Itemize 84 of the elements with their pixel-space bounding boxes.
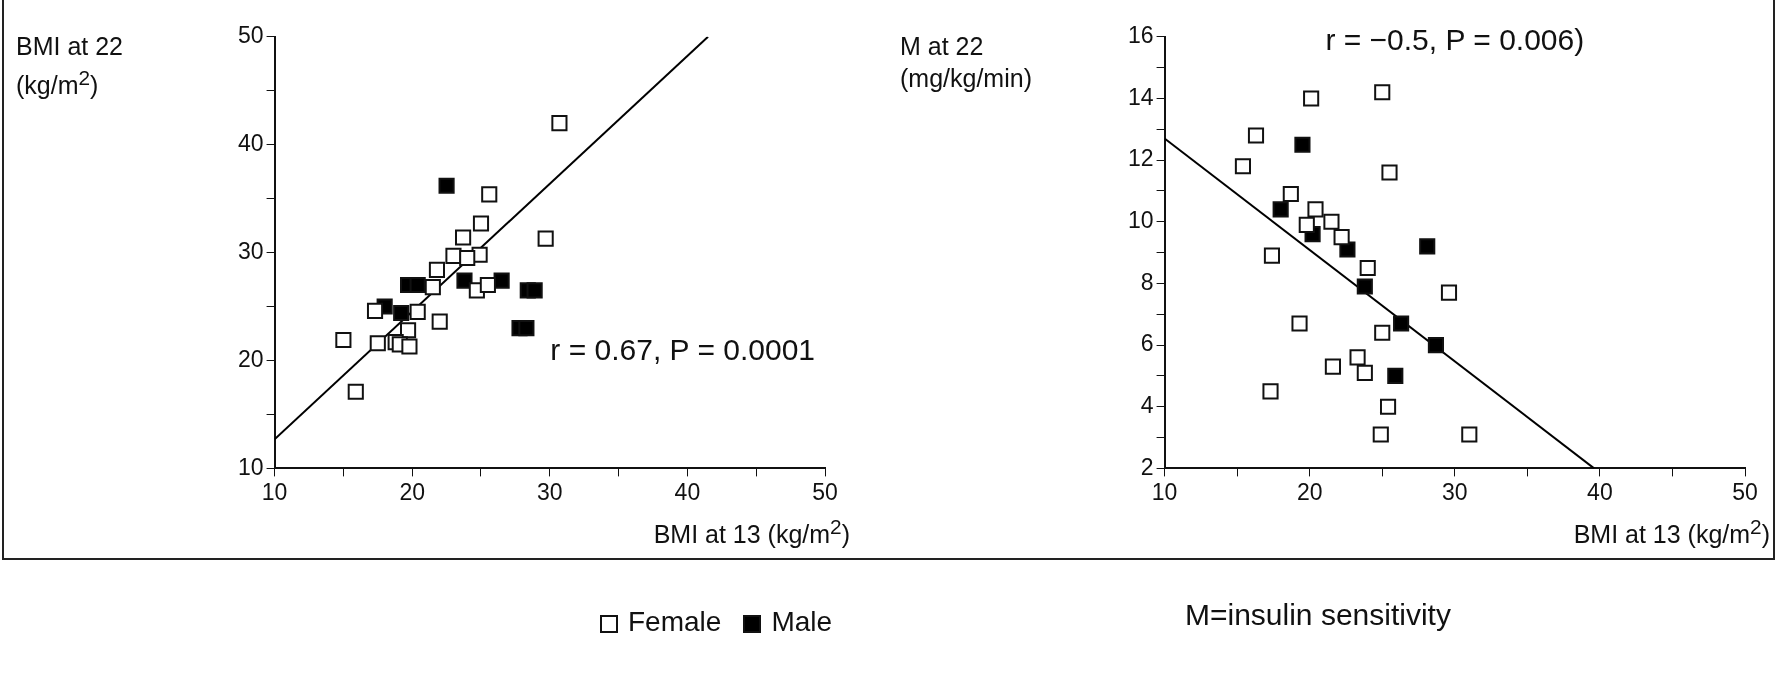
point (1381, 164, 1398, 181)
point (347, 383, 364, 400)
point (1356, 364, 1373, 381)
legend-label: Male (770, 606, 833, 638)
y-tick-label: 50 (237, 22, 264, 49)
point (481, 186, 498, 203)
legend-label: Female (627, 606, 722, 638)
x-tick-label: 30 (536, 478, 563, 505)
point (1427, 337, 1444, 354)
x-tick-label: 20 (1296, 478, 1323, 505)
point (526, 282, 543, 299)
y-tick-label: 12 (1127, 145, 1154, 172)
x-tick-label: 40 (1587, 478, 1613, 505)
point (424, 279, 441, 296)
point (1247, 127, 1265, 144)
point (1356, 278, 1373, 295)
x-tick-label: 50 (1732, 478, 1758, 505)
point (1333, 229, 1350, 246)
point (428, 261, 446, 278)
point (1291, 315, 1308, 332)
point (1379, 398, 1397, 415)
point (1298, 216, 1315, 233)
x-tick-label: 40 (674, 478, 701, 505)
point (537, 230, 554, 247)
point (1372, 426, 1389, 443)
point (1440, 284, 1458, 301)
x-tick-label: 20 (399, 478, 425, 505)
point (472, 215, 490, 232)
point (1393, 315, 1410, 332)
y-tick-label: 14 (1127, 83, 1154, 110)
point (459, 249, 476, 267)
point (1303, 90, 1320, 107)
point (1272, 201, 1289, 218)
y-tick-label: 6 (1140, 330, 1154, 357)
point (1324, 358, 1341, 375)
point (493, 272, 510, 289)
point (409, 303, 426, 321)
x-tick-label: 10 (261, 478, 288, 505)
point (399, 322, 417, 339)
point (1387, 367, 1404, 384)
annotation: r = 0.67, P = 0.0001 (550, 333, 815, 367)
point (1374, 84, 1391, 101)
y-tick-label: 20 (237, 345, 264, 372)
text: M=insulin sensitivity (1185, 598, 1451, 632)
annotation: r = −0.5, P = 0.006) (1325, 23, 1585, 57)
point (393, 304, 410, 322)
point (401, 338, 418, 355)
point (1307, 201, 1324, 218)
y-tick-label: 30 (237, 237, 264, 264)
point (431, 313, 448, 330)
point (1323, 213, 1340, 230)
y-tick-label: 2 (1140, 453, 1154, 480)
point (1263, 247, 1281, 264)
point (455, 229, 472, 246)
x-tick-label: 30 (1441, 478, 1468, 505)
y-tick-label: 10 (237, 453, 264, 480)
x-tick-label: 50 (812, 478, 838, 505)
y-tick-label: 4 (1140, 392, 1154, 419)
point (409, 276, 426, 294)
point (1262, 383, 1279, 400)
point (1294, 136, 1311, 153)
x-axis-title: BMI at 13 (kg/m$^{2}$) (1573, 515, 1770, 550)
point (369, 335, 386, 352)
point (335, 331, 352, 349)
point (518, 320, 535, 337)
point (479, 276, 496, 294)
x-axis-title: BMI at 13 (kg/m$^{2}$) (653, 515, 850, 550)
y-axis-title: M at 22 (mg/kg/min) (900, 31, 1033, 94)
point (1349, 349, 1366, 366)
point (551, 115, 568, 132)
y-axis-title: BMI at 22 (kg/m$^{2}$) (16, 31, 124, 102)
y-tick-label: 40 (237, 130, 264, 157)
point (456, 272, 473, 289)
point (1282, 185, 1299, 203)
point (1419, 238, 1436, 255)
point (1461, 426, 1478, 443)
y-tick-label: 8 (1140, 268, 1154, 295)
point (1234, 158, 1252, 175)
y-tick-label: 10 (1127, 207, 1154, 234)
point (1359, 259, 1376, 277)
y-tick-label: 16 (1127, 22, 1154, 49)
point (1374, 324, 1391, 341)
point (438, 177, 455, 194)
point (366, 302, 384, 319)
